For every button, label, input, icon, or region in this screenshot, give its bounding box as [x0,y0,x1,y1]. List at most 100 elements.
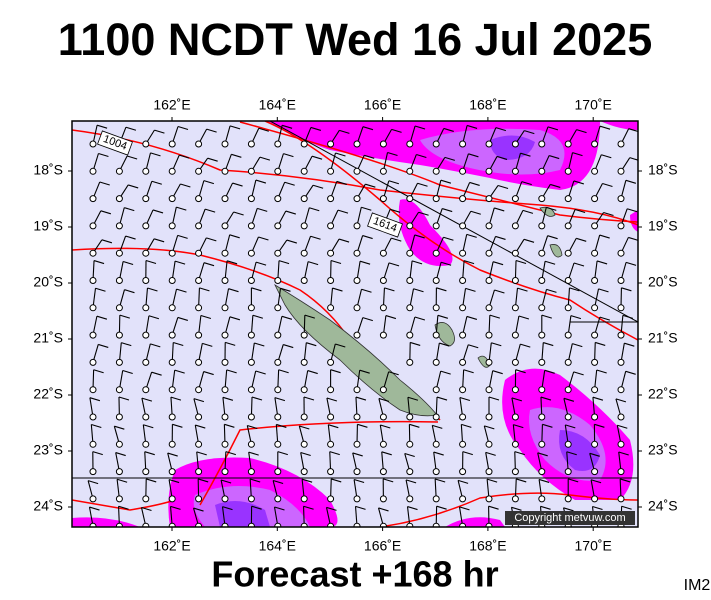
barb-station [353,440,361,448]
lat-label: 24˚S [648,498,678,514]
wind-barb [432,478,446,503]
barb-flag [125,235,136,240]
barb-station [274,249,282,257]
barb-station [195,413,203,421]
barb-station [617,495,625,503]
barb-flag [416,153,427,159]
barb-station [591,331,599,339]
wind-barb [88,506,100,527]
barb-station [459,167,467,175]
barb-flag [440,370,451,375]
barb-flag [283,153,294,158]
wind-barb [538,314,552,339]
barb-flag [511,397,523,402]
wind-barb [168,183,191,203]
barb-station [538,358,546,366]
barb-station [406,277,414,284]
image-code: IM2 [684,577,711,594]
wind-barb [591,154,612,175]
barb-station [247,222,255,230]
barb-flag [362,126,374,131]
barb-station [89,386,97,394]
barb-station [406,140,414,148]
barb-flag [258,127,269,132]
barb-flag [355,505,366,510]
barb-flag [566,451,577,456]
barb-station [432,386,440,394]
wind-barb [247,179,267,203]
barb-flag [99,181,110,186]
lat-label: 19˚S [33,218,63,234]
barb-station [538,331,546,339]
lat-label: 18˚S [33,162,63,178]
barb-flag [168,479,180,484]
wind-barb [406,316,426,339]
lat-label: 20˚S [648,274,678,290]
wind-barb [617,208,638,230]
wind-barb [485,235,506,257]
barb-flag [272,479,284,485]
barb-station [195,522,203,527]
wind-barb [432,451,444,476]
barb-flag [383,478,394,483]
barb-station [115,167,123,175]
wind-barb [459,423,472,448]
barb-flag [151,371,162,376]
barb-station [617,413,625,421]
barb-station [511,331,519,339]
barb-station [617,440,625,448]
wind-barb [379,315,397,339]
barb-station [511,358,519,366]
barb-station [538,249,546,257]
barb-flag [589,452,600,457]
wind-barb [406,125,426,148]
barb-station [617,195,625,203]
barb-station [221,331,229,339]
barb-station [274,195,282,203]
barb-flag [180,183,191,188]
barb-station [300,358,308,366]
wind-barb [327,209,349,230]
barb-station [459,440,467,448]
lon-label: 170˚E [575,538,612,554]
barb-flag [167,452,178,457]
wind-barb [221,451,236,476]
barb-flag [203,262,215,267]
wind-barb [511,343,531,366]
barb-flag [255,261,267,266]
wind-barb [247,287,262,312]
barb-flag [461,423,472,428]
barb-flag [177,234,188,239]
barb-flag [339,129,350,134]
barb-station [247,195,255,203]
barb-flag [599,316,611,321]
barb-flag [122,369,133,375]
wind-barb [538,235,558,257]
barb-station [485,249,493,257]
wind-barb [485,505,499,527]
wind-barb [168,288,187,312]
barb-station [459,522,467,527]
barb-station [115,331,123,339]
barb-station [353,413,361,421]
barb-station [591,304,599,312]
barb-station [511,413,519,421]
wind-barb [221,369,237,394]
wind-barb [617,451,629,476]
barb-station [379,495,387,503]
barb-flag [468,153,479,158]
wind-barb [89,260,105,284]
wind-barb [298,425,310,448]
barb-station [353,495,361,503]
wind-barb [353,154,375,175]
wind-barb [247,478,261,503]
barb-station [327,495,335,503]
wind-barb [379,180,400,203]
barb-flag [336,180,347,185]
barb-station [459,468,467,476]
wind-barb [195,287,210,312]
wind-barb [274,153,294,175]
wind-barb [615,398,627,421]
barb-station [274,468,282,476]
barb-flag [204,208,216,213]
